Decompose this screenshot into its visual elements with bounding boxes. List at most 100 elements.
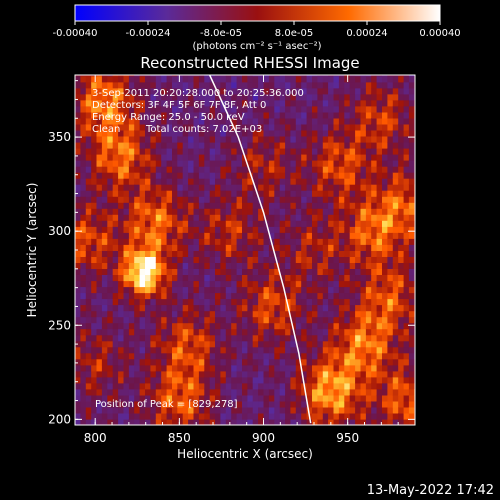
heatmap-cell (231, 160, 238, 167)
heatmap-cell (101, 370, 108, 378)
heatmap-cell (204, 413, 211, 420)
heatmap-cell (134, 117, 141, 125)
heatmap-cell (344, 298, 351, 306)
heatmap-cell (188, 154, 195, 161)
heatmap-cell (333, 286, 340, 294)
heatmap-cell (225, 364, 232, 372)
heatmap-cell (177, 202, 184, 209)
heatmap-cell (220, 352, 227, 360)
heatmap-cell (161, 262, 168, 269)
heatmap-cell (333, 244, 340, 251)
heatmap-cell (274, 346, 281, 354)
heatmap-cell (387, 274, 394, 282)
heatmap-cell (279, 238, 286, 245)
heatmap-cell (236, 406, 243, 414)
heatmap-cell (338, 105, 345, 113)
heatmap-cell (75, 413, 81, 420)
heatmap-cell (392, 370, 399, 378)
heatmap-cell (247, 274, 254, 282)
heatmap-cell (360, 190, 367, 197)
heatmap-cell (285, 352, 292, 360)
heatmap-cell (382, 87, 388, 95)
heatmap-cell (398, 93, 405, 101)
heatmap-cell (134, 129, 141, 137)
heatmap-cell (161, 292, 168, 300)
heatmap-cell (75, 346, 81, 354)
heatmap-cell (236, 75, 243, 77)
annotation-total-counts: Total counts: 7.02E+03 (145, 124, 262, 135)
heatmap-cell (112, 334, 119, 342)
heatmap-cell (349, 87, 356, 95)
heatmap-cell (139, 214, 146, 221)
heatmap-cell (376, 190, 383, 197)
heatmap-cell (247, 123, 254, 131)
heatmap-cell (209, 413, 216, 420)
heatmap-cell (128, 292, 135, 300)
heatmap-cell (301, 154, 308, 161)
heatmap-cell (295, 328, 302, 336)
heatmap-cell (274, 316, 281, 324)
heatmap-cell (96, 280, 103, 288)
heatmap-cell (306, 406, 313, 414)
heatmap-cell (344, 99, 351, 107)
heatmap-cell (382, 160, 388, 167)
heatmap-cell (382, 382, 388, 390)
heatmap-cell (215, 154, 221, 161)
heatmap-cell (328, 142, 335, 149)
heatmap-cell (101, 334, 108, 342)
heatmap-cell (349, 292, 356, 300)
heatmap-cell (295, 208, 302, 215)
heatmap-cell (258, 117, 265, 125)
heatmap-cell (155, 208, 162, 215)
heatmap-cell (387, 93, 394, 101)
heatmap-cell (96, 376, 103, 384)
heatmap-cell (96, 160, 103, 167)
heatmap-cell (338, 394, 345, 402)
heatmap-cell (328, 172, 335, 179)
heatmap-cell (128, 286, 135, 294)
heatmap-cell (398, 232, 405, 239)
heatmap-cell (155, 364, 162, 372)
heatmap-cell (274, 406, 281, 414)
heatmap-cell (193, 111, 200, 119)
heatmap-cell (91, 220, 98, 227)
heatmap-cell (403, 388, 410, 396)
heatmap-cell (75, 184, 81, 191)
heatmap-cell (349, 166, 356, 173)
heatmap-cell (188, 190, 195, 197)
heatmap-cell (209, 268, 216, 275)
heatmap-cell (166, 274, 173, 282)
heatmap-cell (392, 208, 399, 215)
heatmap-cell (193, 370, 200, 378)
heatmap-cell (247, 370, 254, 378)
heatmap-cell (408, 262, 415, 269)
heatmap-cell (182, 274, 189, 282)
heatmap-cell (209, 358, 216, 366)
heatmap-cell (75, 123, 81, 131)
heatmap-cell (344, 129, 351, 137)
heatmap-cell (128, 75, 135, 83)
heatmap-cell (252, 93, 259, 101)
heatmap-cell (75, 370, 81, 378)
heatmap-cell (392, 202, 399, 209)
heatmap-cell (118, 87, 125, 95)
heatmap-cell (150, 178, 157, 185)
heatmap-cell (258, 250, 265, 257)
heatmap-cell (392, 328, 399, 336)
heatmap-cell (322, 382, 329, 390)
heatmap-cell (172, 382, 178, 390)
heatmap-cell (75, 166, 81, 173)
heatmap-cell (312, 202, 318, 209)
heatmap-cell (398, 154, 405, 161)
heatmap-cell (312, 148, 318, 155)
heatmap-cell (220, 129, 227, 137)
heatmap-cell (365, 214, 372, 221)
heatmap-cell (96, 208, 103, 215)
heatmap-cell (198, 382, 205, 390)
heatmap-cell (177, 142, 184, 149)
heatmap-cell (112, 202, 119, 209)
heatmap-cell (387, 250, 394, 257)
heatmap-cell (263, 81, 270, 89)
heatmap-cell (112, 256, 119, 263)
heatmap-cell (295, 286, 302, 294)
